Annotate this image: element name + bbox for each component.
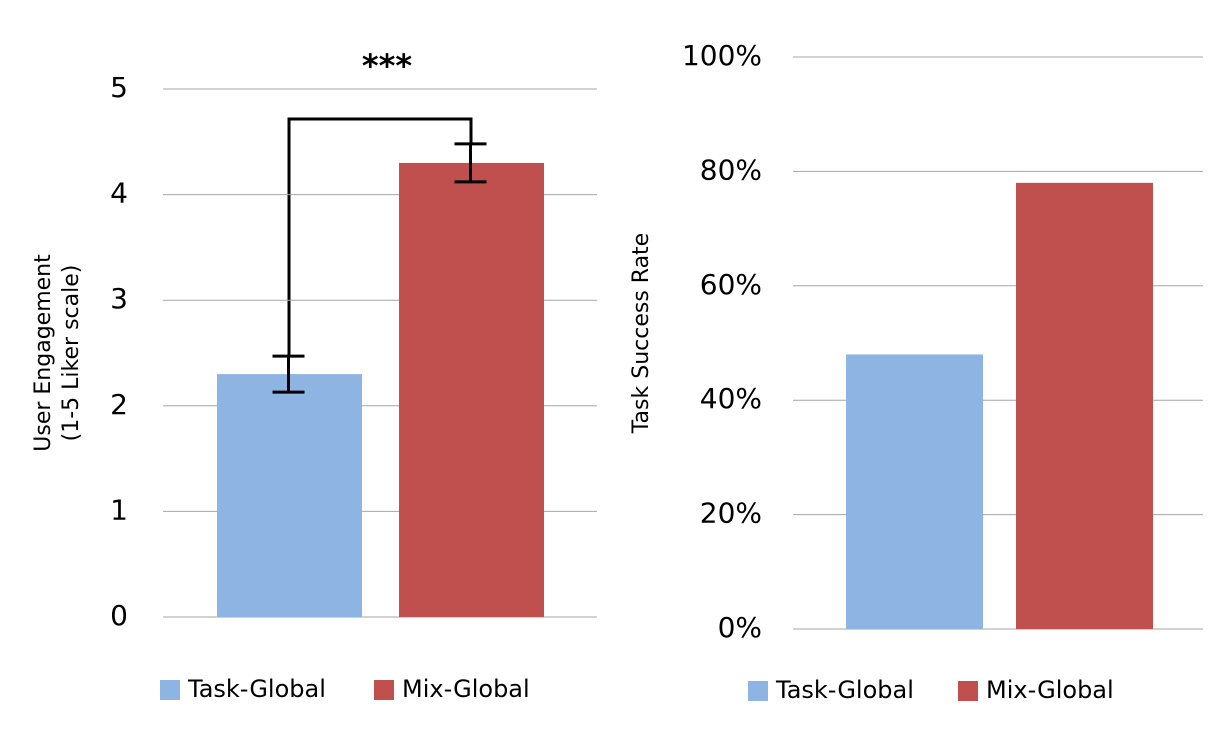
bar [1016,182,1153,629]
legend-label: Mix-Global [986,676,1114,704]
y-tick-label: 5 [110,71,128,104]
y-tick-label: 0 [110,599,128,632]
y-tick-label: 2 [110,388,128,421]
legend-label: Mix-Global [402,675,530,703]
bar [399,162,544,618]
error-bar [454,142,487,184]
significance-annotation: *** [362,47,412,85]
y-axis-label: Task Success Rate [629,233,654,434]
y-tick-label: 60% [700,268,762,301]
legend-swatch [374,680,394,700]
legend-label: Task-Global [775,676,914,704]
legend-swatch [958,681,978,701]
legend-label: Task-Global [187,675,326,703]
bar [217,374,362,617]
y-tick-label: 0% [718,611,762,644]
y-tick-label: 20% [700,497,762,530]
error-bar [272,354,305,394]
y-axis-label: (1-5 Liker scale) [59,265,84,442]
legend-swatch [748,681,768,701]
y-axis-label: User Engagement [31,254,56,452]
y-tick-label: 1 [110,493,128,526]
y-tick-label: 3 [110,282,128,315]
y-tick-label: 100% [682,39,762,72]
bar [846,354,983,629]
y-tick-label: 80% [700,153,762,186]
y-tick-label: 4 [110,177,128,210]
significance-bracket [287,117,473,357]
legend-swatch [160,680,180,700]
y-tick-label: 40% [700,382,762,415]
